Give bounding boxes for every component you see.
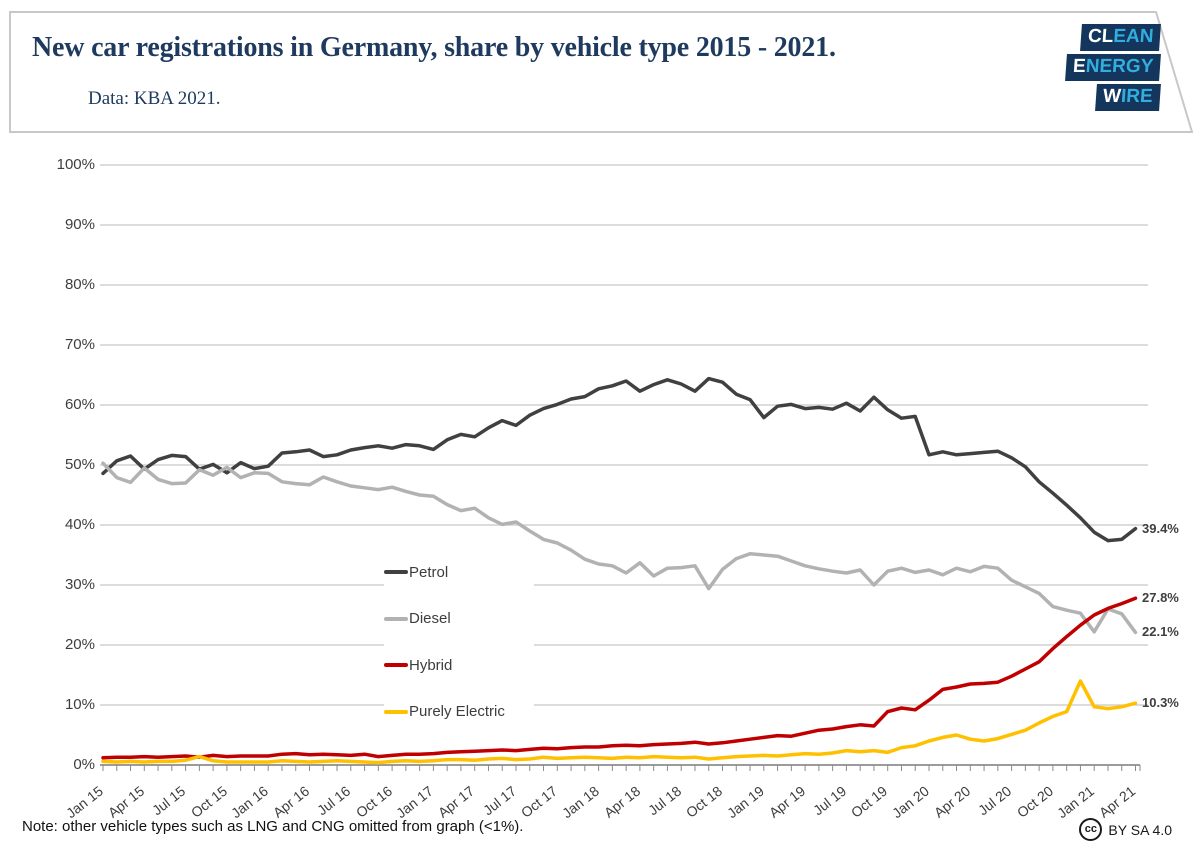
license-text: BY SA 4.0 <box>1108 821 1172 838</box>
y-tick-label: 80% <box>64 276 95 293</box>
legend-item-petrol: Petrol <box>384 562 534 582</box>
y-tick-label: 100% <box>56 156 95 173</box>
legend-swatch <box>384 663 408 668</box>
end-label-hybrid: 27.8% <box>1142 590 1179 606</box>
footnote: Note: other vehicle types such as LNG an… <box>22 818 524 835</box>
y-tick-label: 20% <box>64 636 95 653</box>
legend-swatch <box>384 570 408 574</box>
series-line-petrol <box>101 376 1138 543</box>
series-line-diesel <box>101 461 1138 635</box>
y-tick-label: 10% <box>64 696 95 713</box>
legend-swatch <box>384 616 408 621</box>
legend-label: Hybrid <box>409 656 453 674</box>
creative-commons-icon: cc <box>1079 818 1103 841</box>
series-line-hybrid <box>101 596 1138 760</box>
legend-item-hybrid: Hybrid <box>384 655 534 675</box>
series-line-purely-electric <box>101 679 1138 765</box>
y-tick-label: 90% <box>64 216 95 233</box>
end-label-purely-electric: 10.3% <box>1142 695 1179 711</box>
y-tick-label: 70% <box>64 336 95 353</box>
end-label-diesel: 22.1% <box>1142 624 1179 640</box>
data-source: Data: KBA 2021. <box>88 88 221 109</box>
legend-label: Petrol <box>409 563 449 581</box>
y-tick-label: 40% <box>64 516 95 533</box>
legend-item-diesel: Diesel <box>384 609 534 629</box>
license-badge: cc BY SA 4.0 <box>1079 818 1172 841</box>
y-tick-label: 60% <box>64 396 95 413</box>
legend-item-purely-electric: Purely Electric <box>384 702 534 722</box>
legend-swatch <box>384 709 408 714</box>
legend-label: Diesel <box>409 610 451 628</box>
page-title: New car registrations in Germany, share … <box>32 32 836 63</box>
chart-legend: Petrol Diesel Hybrid Purely Electric <box>384 556 534 728</box>
legend-label: Purely Electric <box>409 703 505 721</box>
y-tick-label: 0% <box>73 756 95 773</box>
y-tick-label: 50% <box>64 456 95 473</box>
end-label-petrol: 39.4% <box>1142 520 1179 536</box>
y-tick-label: 30% <box>64 576 95 593</box>
